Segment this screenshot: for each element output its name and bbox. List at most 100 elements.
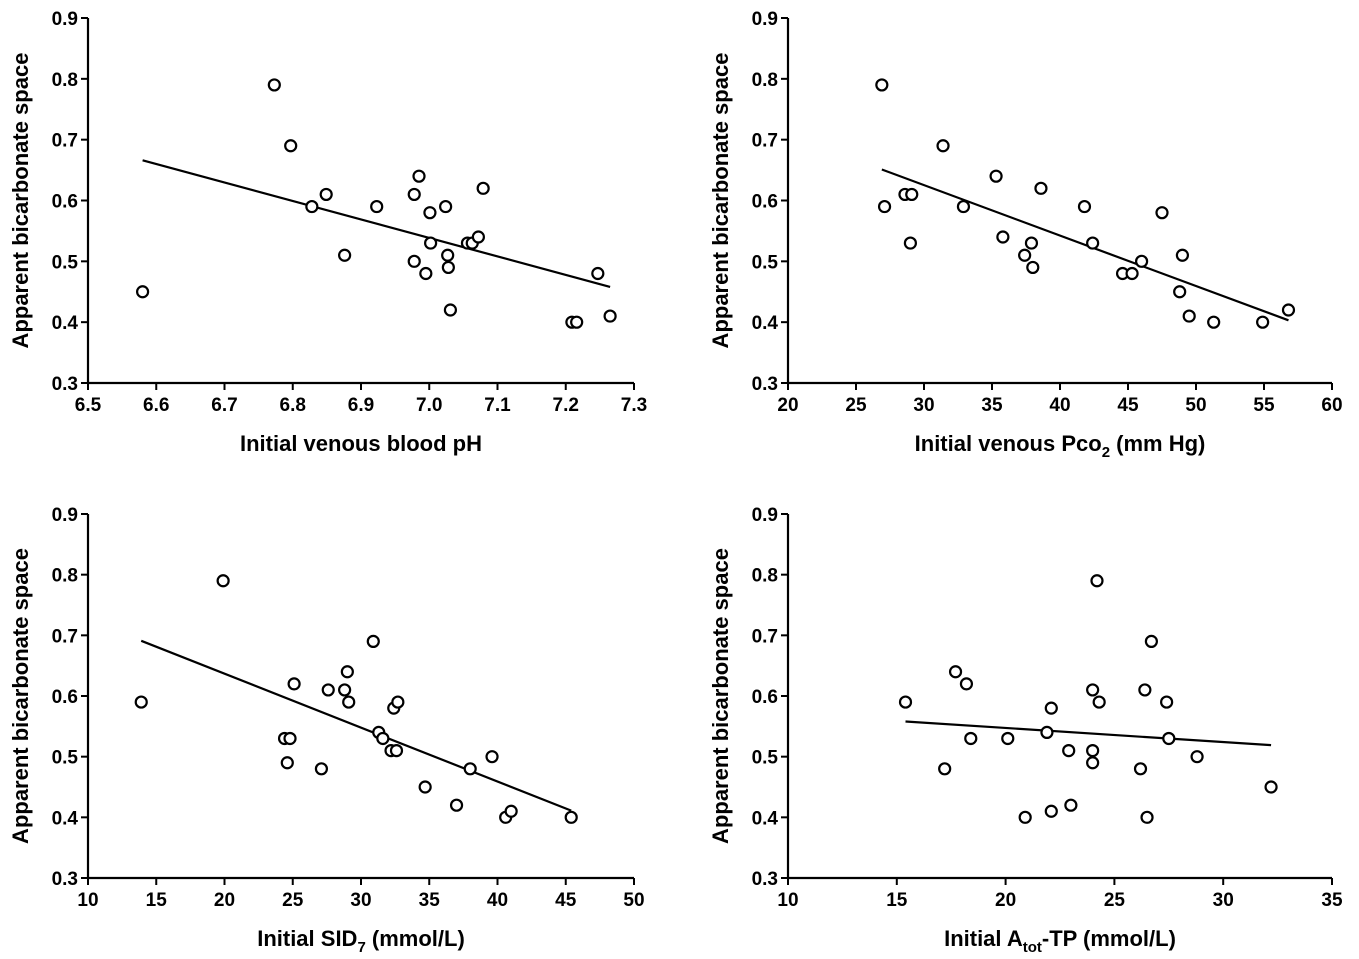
x-tick-label: 40 [1049, 395, 1070, 416]
panel-2: 0.3 0.4 0.5 0.6 0.7 0.8 0.9 20 25 30 35 40 45 50 55 60 A… [708, 9, 1343, 461]
y-tick-label: 0.3 [52, 374, 78, 395]
y-tick-label: 0.4 [752, 313, 779, 334]
data-point [956, 199, 971, 214]
y-tick-label: 0.9 [752, 505, 778, 526]
y-tick-label: 0.8 [52, 566, 78, 587]
x-axis-title-subscript: 7 [357, 939, 365, 954]
data-point [959, 677, 974, 691]
y-tick-label: 0.6 [52, 192, 78, 213]
data-point [936, 139, 950, 153]
data-point [1024, 236, 1039, 250]
x-axis-title-part: (mm Hg) [1110, 431, 1205, 456]
x-axis-title: Initial SID7 (mmol/L) [257, 926, 465, 954]
y-tick-label: 0.7 [752, 131, 778, 152]
data-point [340, 665, 354, 679]
x-tick-label: 20 [995, 890, 1016, 911]
data-point [321, 683, 335, 697]
data-point [419, 266, 433, 281]
x-tick-label: 45 [1117, 395, 1139, 416]
x-tick-label: 25 [1104, 890, 1126, 911]
x-tick-label: 25 [845, 395, 867, 416]
data-point [305, 199, 319, 214]
data-point [1044, 701, 1058, 715]
data-point [996, 230, 1010, 244]
y-tick-label: 0.7 [52, 626, 78, 647]
x-tick-label: 20 [214, 890, 235, 911]
data-point [504, 804, 518, 818]
data-point [1086, 743, 1100, 758]
y-tick-label: 0.9 [752, 9, 778, 30]
data-point [1160, 695, 1174, 709]
y-tick-label: 0.6 [752, 687, 778, 708]
data-point [476, 181, 490, 195]
y-tick-label: 0.3 [52, 869, 78, 890]
data-point [441, 260, 455, 275]
data-point [1086, 756, 1100, 770]
x-axis-title-part: (mmol/L) [366, 926, 465, 951]
x-axis-title-part: Initial A [944, 926, 1023, 951]
data-point [1018, 810, 1032, 824]
x-tick-label: 30 [350, 890, 371, 911]
y-tick-label: 0.5 [52, 748, 79, 769]
data-point [370, 199, 384, 214]
x-axis-title-part: Initial SID [257, 926, 357, 951]
y-tick-label: 0.8 [752, 70, 778, 91]
data-point [376, 731, 390, 746]
data-point [1092, 695, 1106, 709]
data-point [1138, 683, 1152, 697]
x-tick-label: 30 [913, 395, 934, 416]
data-point [1264, 780, 1278, 794]
data-point [1026, 260, 1040, 275]
panel-1: 0.3 0.4 0.5 0.6 0.7 0.8 0.9 6.5 6.6 6.7 6.8 6.9 7.0 7… [8, 9, 647, 456]
data-point [287, 677, 301, 691]
x-tick-label: 20 [777, 395, 798, 416]
x-tick-label: 35 [419, 890, 441, 911]
data-point [366, 634, 380, 649]
x-tick-label: 15 [886, 890, 908, 911]
data-point [1064, 798, 1078, 812]
data-point [877, 199, 892, 214]
y-axis-title: Apparent bicarbonate space [8, 548, 33, 844]
y-axis-title: Apparent bicarbonate space [708, 53, 733, 349]
x-tick-label: 7.1 [484, 395, 511, 416]
x-tick-label: 10 [77, 890, 98, 911]
x-tick-label: 45 [555, 890, 577, 911]
data-point [1040, 725, 1054, 740]
y-tick-label: 0.9 [52, 9, 78, 30]
data-point [1173, 285, 1187, 299]
data-point [407, 254, 421, 268]
data-point [1281, 303, 1296, 317]
x-tick-label: 6.6 [143, 395, 169, 416]
x-tick-label: 50 [623, 890, 644, 911]
y-tick-label: 0.9 [52, 505, 78, 526]
x-tick-label: 7.2 [553, 395, 579, 416]
y-tick-label: 0.8 [52, 70, 78, 91]
data-point [284, 139, 298, 153]
x-tick-label: 35 [1321, 890, 1343, 911]
data-point [449, 798, 464, 812]
x-tick-label: 55 [1253, 395, 1275, 416]
x-axis-title-part: Initial venous blood pH [240, 431, 482, 456]
data-point [1086, 683, 1100, 697]
data-point [389, 743, 404, 758]
data-point [1207, 315, 1221, 329]
x-axis-title-part: Initial venous Pco [915, 431, 1102, 456]
data-point [134, 695, 148, 709]
data-point [463, 762, 477, 776]
data-point [570, 315, 584, 329]
data-point [1090, 574, 1104, 588]
data-point [1144, 634, 1158, 649]
data-point [1125, 266, 1139, 281]
x-tick-label: 6.7 [211, 395, 237, 416]
regression-line [142, 159, 611, 288]
data-point [1086, 236, 1100, 250]
y-axis-title: Apparent bicarbonate space [8, 53, 33, 349]
data-point [1155, 206, 1169, 220]
y-axis-title: Apparent bicarbonate space [708, 548, 733, 844]
data-point [407, 187, 421, 202]
y-tick-label: 0.7 [752, 626, 778, 647]
x-tick-label: 6.8 [280, 395, 306, 416]
y-tick-label: 0.5 [752, 252, 779, 273]
